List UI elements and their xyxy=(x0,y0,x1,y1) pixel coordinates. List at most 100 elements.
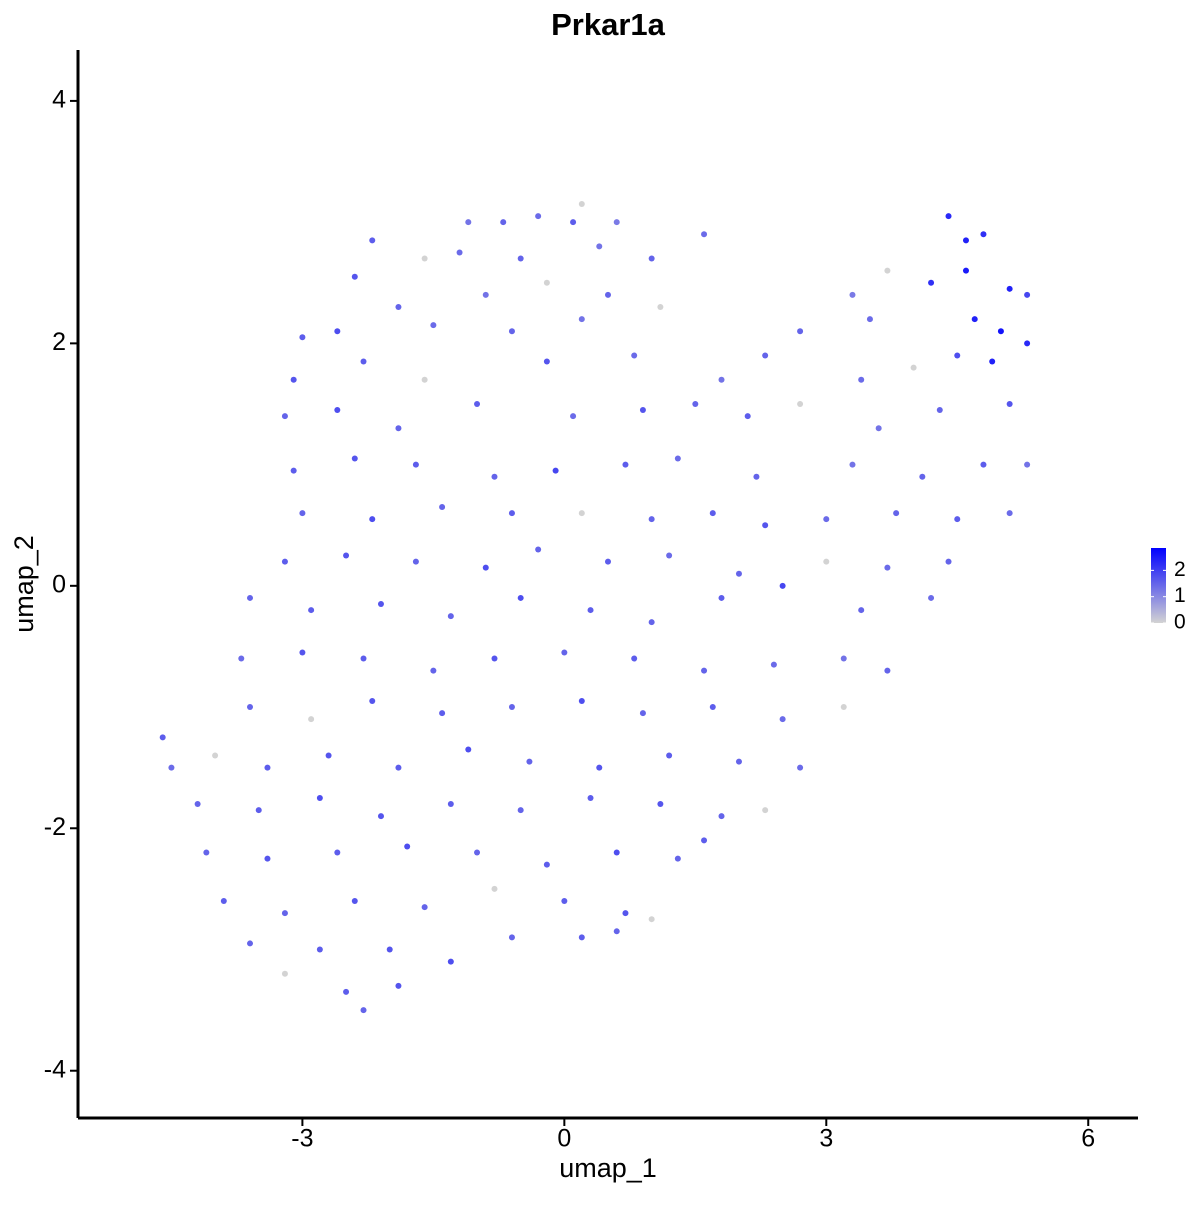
point xyxy=(369,237,376,244)
y-tick-label: -4 xyxy=(44,1055,66,1083)
point xyxy=(797,328,804,335)
point xyxy=(439,504,446,511)
point xyxy=(701,667,708,674)
point xyxy=(412,558,419,565)
point xyxy=(255,807,262,814)
point xyxy=(482,291,489,298)
point xyxy=(299,510,306,517)
point xyxy=(543,358,550,365)
point xyxy=(919,473,926,480)
point xyxy=(779,582,786,589)
point xyxy=(220,898,227,905)
colorbar-tick-label: 1 xyxy=(1174,584,1186,607)
point xyxy=(369,516,376,523)
point xyxy=(447,958,454,965)
point xyxy=(386,946,393,953)
point xyxy=(281,413,288,420)
point xyxy=(701,231,708,238)
point xyxy=(797,400,804,407)
point xyxy=(962,267,969,274)
y-tick-label: 4 xyxy=(52,86,66,114)
point xyxy=(561,649,568,656)
point xyxy=(203,849,210,856)
point xyxy=(508,328,515,335)
point xyxy=(648,619,655,626)
point xyxy=(316,946,323,953)
point xyxy=(762,352,769,359)
point xyxy=(779,716,786,723)
y-axis-label: umap_2 xyxy=(9,535,39,633)
point xyxy=(657,303,664,310)
point xyxy=(395,425,402,432)
point xyxy=(928,279,935,286)
point xyxy=(351,273,358,280)
point xyxy=(290,376,297,383)
point xyxy=(500,219,507,226)
point xyxy=(360,1007,367,1014)
point xyxy=(247,594,254,601)
point xyxy=(797,764,804,771)
point xyxy=(421,255,428,262)
y-tick-label: 2 xyxy=(52,328,66,356)
point xyxy=(508,934,515,941)
point xyxy=(299,649,306,656)
point xyxy=(997,328,1004,335)
point xyxy=(281,970,288,977)
point xyxy=(605,291,611,298)
point xyxy=(762,807,769,814)
point xyxy=(840,655,847,662)
point xyxy=(482,564,489,571)
point xyxy=(648,916,655,923)
point xyxy=(762,522,769,529)
point xyxy=(238,655,245,662)
point xyxy=(447,613,454,620)
point xyxy=(351,455,358,462)
colorbar-tick-label: 0 xyxy=(1174,611,1186,634)
point xyxy=(945,213,952,220)
point xyxy=(709,704,716,711)
y-tick-label: -2 xyxy=(44,813,66,841)
point xyxy=(360,655,367,662)
point xyxy=(578,200,585,207)
point xyxy=(622,910,629,917)
point xyxy=(744,413,751,420)
point xyxy=(578,510,585,517)
point xyxy=(491,655,498,662)
point xyxy=(526,758,533,765)
point xyxy=(954,516,961,523)
point xyxy=(421,904,428,911)
point xyxy=(281,910,288,917)
point xyxy=(587,794,594,801)
point xyxy=(605,558,611,565)
point xyxy=(753,473,760,480)
point xyxy=(421,376,428,383)
point xyxy=(884,564,891,571)
point xyxy=(980,461,987,468)
point xyxy=(561,898,568,905)
point xyxy=(718,376,725,383)
point xyxy=(718,813,725,820)
point xyxy=(474,400,481,407)
point xyxy=(325,752,332,759)
point xyxy=(666,752,673,759)
point xyxy=(247,940,254,947)
point xyxy=(928,594,935,601)
point xyxy=(395,303,402,310)
point xyxy=(395,764,402,771)
point xyxy=(666,552,673,559)
point xyxy=(1006,285,1013,292)
point xyxy=(299,334,306,341)
point xyxy=(430,667,437,674)
point xyxy=(578,316,585,323)
point xyxy=(447,801,454,808)
point xyxy=(430,322,437,329)
point xyxy=(692,400,699,407)
point xyxy=(631,655,638,662)
point xyxy=(308,607,315,614)
point xyxy=(552,467,559,474)
point xyxy=(194,801,201,808)
x-tick-label: -3 xyxy=(291,1125,313,1153)
point xyxy=(343,988,350,995)
point xyxy=(735,570,742,577)
point xyxy=(159,734,166,741)
